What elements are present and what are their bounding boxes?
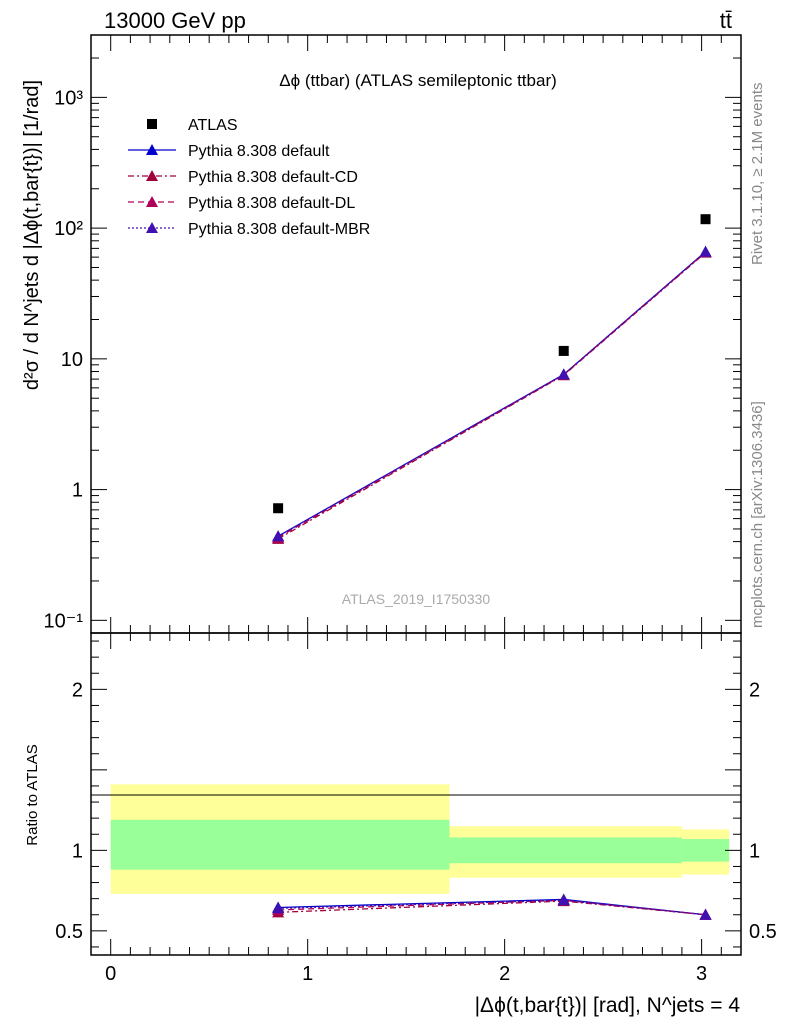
y-tick-label: 10⁻¹	[44, 610, 84, 632]
data-point-mc	[557, 368, 570, 380]
legend-marker-mc	[146, 144, 158, 155]
y-axis-label-main: d²σ / d N^jets d |Δϕ(t,bar{t})| [1/rad]	[21, 80, 43, 390]
main-series-layer	[272, 214, 712, 544]
y-axis-label-ratio: Ratio to ATLAS	[24, 744, 41, 845]
series-line	[277, 251, 706, 537]
y-tick-label: 10	[61, 349, 83, 371]
legend-marker-mc	[146, 222, 158, 233]
legend-label: Pythia 8.308 default	[188, 143, 330, 160]
y-tick-label: 10²	[54, 218, 83, 240]
legend-marker-mc	[146, 170, 158, 181]
data-point-atlas	[558, 345, 569, 356]
rivet-label: Rivet 3.1.10, ≥ 2.1M events	[749, 83, 766, 266]
analysis-watermark: ATLAS_2019_I1750330	[342, 591, 491, 607]
ratio-data-point	[272, 902, 285, 914]
ratio-axes: 0 1 2 3 0.5 0.5 1 1 2 2	[55, 633, 777, 985]
y-tick-label: 1	[72, 480, 83, 502]
ratio-uncertainty-bands	[110, 784, 730, 894]
x-tick-label: 3	[696, 963, 707, 985]
main-plot-panel: 10⁻¹ 1 10 10² 10³ Δϕ (ttbar) (ATLAS semilept…	[21, 34, 742, 634]
ratio-band-inner	[449, 837, 682, 864]
ratio-frame	[90, 632, 742, 956]
ratio-y-tick-label-right: 0.5	[749, 921, 777, 943]
data-point-mc	[272, 530, 285, 542]
legend-marker-atlas	[147, 119, 157, 129]
ratio-y-tick-label-left: 2	[72, 679, 83, 701]
ratio-band-inner	[681, 839, 730, 862]
legend-label: Pythia 8.308 default-MBR	[188, 221, 370, 238]
ratio-y-tick-label-right: 1	[749, 840, 760, 862]
ratio-data-point	[699, 908, 712, 920]
x-axis-label: |Δϕ(t,bar{t})| [rad], N^jets = 4	[475, 994, 741, 1017]
plot-title: Δϕ (ttbar) (ATLAS semileptonic ttbar)	[279, 71, 557, 90]
ratio-y-tick-label-left: 1	[72, 840, 83, 862]
ratio-data-point	[557, 894, 570, 906]
legend-label: Pythia 8.308 default-DL	[188, 195, 355, 212]
series-line	[277, 251, 706, 539]
x-tick-label: 0	[105, 963, 116, 985]
ratio-plot-panel: 0 1 2 3 0.5 0.5 1 1 2 2 Ratio to ATLAS	[24, 632, 777, 985]
mcplots-label: mcplots.cern.ch [arXiv:1306.3436]	[749, 401, 766, 628]
main-axes: 10⁻¹ 1 10 10² 10³	[44, 34, 742, 633]
legend-label: Pythia 8.308 default-CD	[188, 169, 358, 186]
data-point-atlas	[273, 503, 284, 514]
x-tick-label: 1	[302, 963, 313, 985]
ratio-y-tick-label-left: 0.5	[55, 921, 83, 943]
series-line	[277, 251, 706, 537]
legend-label: ATLAS	[188, 117, 238, 134]
legend: ATLAS Pythia 8.308 default Pythia 8.308 de…	[128, 117, 370, 238]
data-point-atlas	[700, 214, 711, 225]
ratio-band-inner	[110, 819, 450, 870]
ratio-series-layer	[272, 893, 712, 920]
energy-label: 13000 GeV pp	[104, 8, 246, 33]
legend-marker-mc	[146, 196, 158, 207]
y-tick-label: 10³	[54, 87, 83, 109]
process-label: tt̄	[720, 8, 732, 33]
x-tick-label: 2	[499, 963, 510, 985]
ratio-y-tick-label-right: 2	[749, 679, 760, 701]
series-line	[277, 252, 706, 540]
data-point-mc	[699, 245, 712, 257]
